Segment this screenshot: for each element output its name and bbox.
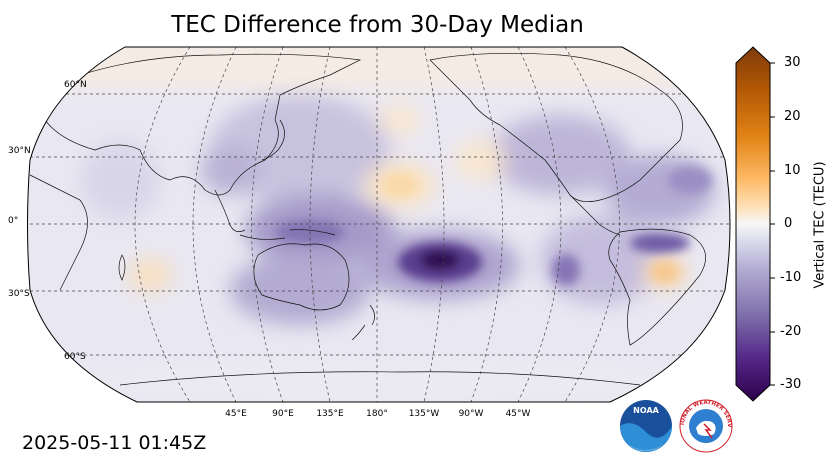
page-title: TEC Difference from 30-Day Median xyxy=(171,12,584,38)
lat-label-60s: 60°S xyxy=(64,352,86,362)
svg-text:NOAA: NOAA xyxy=(633,406,659,415)
lon-label-135w: 135°W xyxy=(408,409,440,419)
colorbar-tick: 0 xyxy=(784,216,793,231)
colorbar-tick: -20 xyxy=(780,324,802,339)
colorbar-tick: 30 xyxy=(784,55,801,70)
lon-label-45e: 45°E xyxy=(225,409,247,419)
colorbar-tick: 20 xyxy=(784,109,801,124)
colorbar-tick: -30 xyxy=(780,377,802,392)
lon-label-90w: 90°W xyxy=(458,409,484,419)
agency-logos: NOAA NATIONAL WEATHER SERVICE xyxy=(618,396,733,453)
lon-label-180: 180° xyxy=(366,409,388,419)
noaa-logo: NOAA xyxy=(620,400,672,452)
lat-label-60n: 60°N xyxy=(64,80,87,90)
colorbar-label: Vertical TEC (TECU) xyxy=(812,161,828,289)
lat-label-30s: 30°S xyxy=(8,289,30,299)
lon-label-90e: 90°E xyxy=(272,409,294,419)
colorbar-tick: 10 xyxy=(784,163,801,178)
lon-label-45w: 45°W xyxy=(505,409,531,419)
timestamp: 2025-05-11 01:45Z xyxy=(22,432,207,454)
lat-label-30n: 30°N xyxy=(8,146,31,156)
lat-label-equator: 0° xyxy=(8,216,19,226)
colorbar-tick: -10 xyxy=(780,270,802,285)
lon-label-135e: 135°E xyxy=(316,409,344,419)
